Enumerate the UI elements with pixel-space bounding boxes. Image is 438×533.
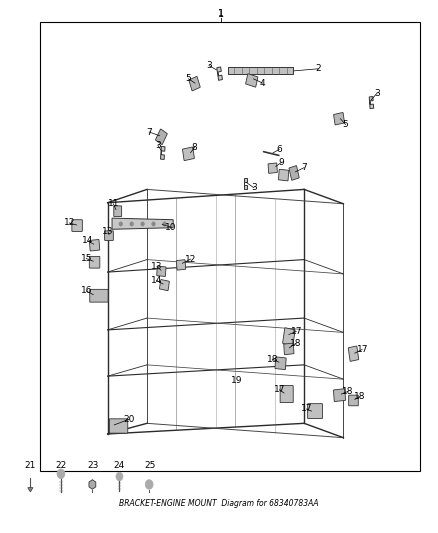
FancyBboxPatch shape [155,129,167,144]
FancyBboxPatch shape [333,389,346,401]
Text: 18: 18 [342,387,353,396]
FancyBboxPatch shape [110,419,128,433]
Text: 17: 17 [300,405,312,414]
Polygon shape [28,488,33,492]
Text: 25: 25 [145,461,155,470]
Polygon shape [369,96,374,109]
Text: 1: 1 [218,9,224,19]
Text: 18: 18 [290,339,301,348]
Text: 2: 2 [316,64,321,73]
Text: 13: 13 [102,228,114,237]
Text: 12: 12 [64,219,75,228]
Circle shape [130,222,134,226]
Text: 10: 10 [165,223,177,232]
Text: 14: 14 [82,237,94,246]
Text: 8: 8 [192,143,198,152]
Text: 6: 6 [276,145,282,154]
FancyBboxPatch shape [183,147,194,160]
Circle shape [152,222,155,226]
Text: 22: 22 [55,461,67,470]
Polygon shape [112,218,173,229]
FancyBboxPatch shape [307,403,322,418]
Text: 3: 3 [374,88,380,98]
FancyBboxPatch shape [159,279,170,290]
Circle shape [119,222,123,226]
Polygon shape [89,480,96,489]
Polygon shape [228,67,293,74]
Text: 23: 23 [88,461,99,470]
Circle shape [57,469,65,479]
Text: 7: 7 [301,163,307,172]
Text: 5: 5 [343,120,349,129]
FancyBboxPatch shape [189,76,200,91]
Text: 16: 16 [81,286,92,295]
Text: 7: 7 [146,127,152,136]
Text: 20: 20 [124,415,135,424]
Text: 14: 14 [151,276,162,285]
Text: 24: 24 [114,461,125,470]
Text: 13: 13 [151,262,163,271]
Circle shape [162,222,166,226]
Text: 3: 3 [251,183,257,192]
FancyBboxPatch shape [334,112,345,125]
FancyBboxPatch shape [90,289,108,302]
Text: BRACKET-ENGINE MOUNT  Diagram for 68340783AA: BRACKET-ENGINE MOUNT Diagram for 6834078… [119,498,319,507]
Text: 17: 17 [290,327,302,336]
Text: 3: 3 [155,141,161,150]
Text: 5: 5 [186,74,191,83]
Text: 12: 12 [185,255,196,263]
Text: 21: 21 [24,461,35,470]
FancyBboxPatch shape [105,231,113,240]
FancyBboxPatch shape [283,328,295,345]
FancyBboxPatch shape [157,266,166,277]
Text: 4: 4 [260,78,265,87]
Text: 18: 18 [266,354,278,364]
FancyBboxPatch shape [246,74,258,87]
Text: 18: 18 [354,392,365,401]
FancyBboxPatch shape [349,395,358,406]
Text: 17: 17 [357,345,368,354]
Circle shape [116,472,123,481]
Text: 19: 19 [231,376,242,385]
Circle shape [141,222,145,226]
FancyBboxPatch shape [280,385,293,402]
FancyBboxPatch shape [279,169,289,181]
FancyBboxPatch shape [177,260,186,270]
Circle shape [145,480,153,489]
Polygon shape [217,67,223,80]
FancyBboxPatch shape [289,166,299,180]
Bar [40,22,420,471]
Polygon shape [244,177,247,189]
FancyBboxPatch shape [89,256,100,268]
FancyBboxPatch shape [72,220,82,231]
Text: 9: 9 [279,158,284,167]
Text: 3: 3 [206,61,212,70]
FancyBboxPatch shape [114,206,122,216]
Text: 17: 17 [273,385,285,394]
Text: 11: 11 [108,199,119,208]
FancyBboxPatch shape [284,343,294,354]
FancyBboxPatch shape [268,163,277,173]
Text: 1: 1 [218,10,224,19]
FancyBboxPatch shape [348,346,359,361]
FancyBboxPatch shape [89,239,100,251]
FancyBboxPatch shape [275,357,286,369]
Text: 15: 15 [81,254,92,263]
Polygon shape [160,147,165,159]
